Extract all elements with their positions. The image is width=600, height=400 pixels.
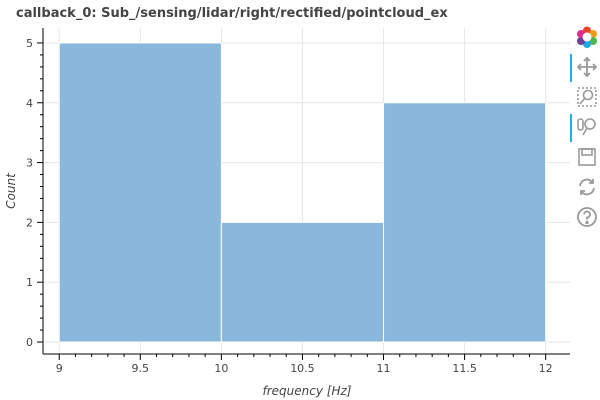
histogram-bar	[58, 42, 222, 343]
bokeh-logo-icon[interactable]	[572, 24, 598, 50]
help-tool-button[interactable]	[572, 204, 598, 230]
histogram-bar	[383, 102, 547, 343]
histogram-bar	[220, 221, 385, 343]
x-tick-label: 10	[214, 362, 228, 375]
x-tick-label: 9	[56, 362, 63, 375]
pan-tool-button[interactable]	[570, 54, 598, 82]
reset-tool-button[interactable]	[572, 174, 598, 200]
x-tick-label: 11	[377, 362, 391, 375]
y-tick-label: 1	[26, 276, 33, 289]
wheel-zoom-tool-button[interactable]	[570, 114, 598, 142]
y-axis-label: Count	[4, 172, 18, 209]
y-tick-label: 2	[26, 216, 33, 229]
histogram-bars	[58, 42, 547, 343]
wheel-zoom-icon	[577, 118, 596, 136]
save-tool-button[interactable]	[572, 144, 598, 170]
y-tick-label: 5	[26, 37, 33, 50]
pan-icon	[576, 56, 598, 78]
reset-icon	[579, 178, 595, 196]
chart-title: callback_0: Sub_/sensing/lidar/right/rec…	[16, 6, 448, 21]
x-tick-label: 9.5	[132, 362, 150, 375]
save-icon	[578, 148, 596, 166]
y-tick-label: 0	[26, 336, 33, 349]
help-icon	[577, 207, 597, 227]
y-tick-label: 4	[26, 97, 33, 110]
box-zoom-icon	[577, 87, 597, 107]
x-tick-label: 11.5	[452, 362, 477, 375]
x-tick-label: 10.5	[290, 362, 315, 375]
box-zoom-tool-button[interactable]	[572, 84, 598, 110]
y-tick-label: 3	[26, 157, 33, 170]
x-axis-label: frequency [Hz]	[263, 384, 352, 398]
x-tick-label: 12	[539, 362, 553, 375]
